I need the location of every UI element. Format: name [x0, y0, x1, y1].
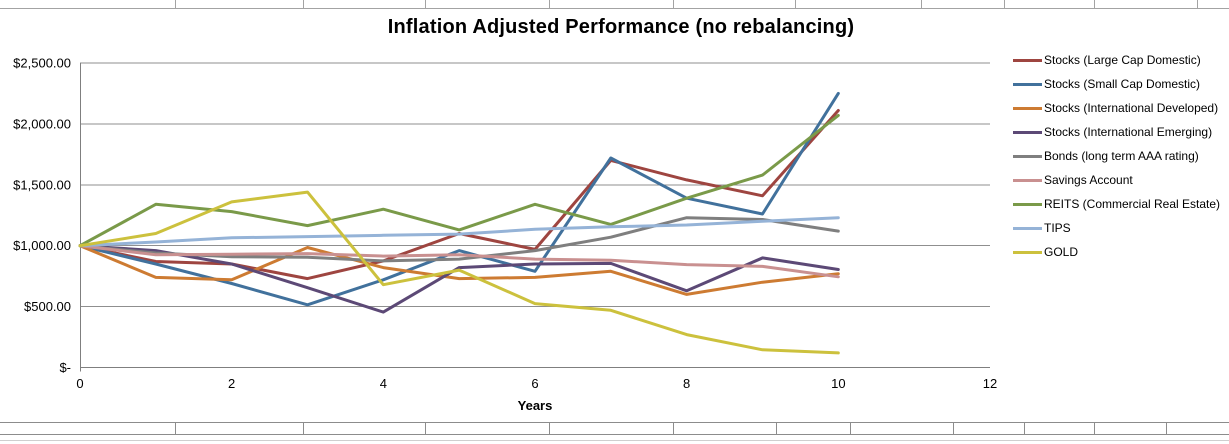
legend-swatch-savings-account — [1013, 178, 1042, 182]
y-axis-tick-label: $2,000.00 — [13, 116, 71, 131]
legend-label: TIPS — [1044, 221, 1071, 235]
legend-swatch-reits-commercial-real-estate — [1013, 202, 1042, 206]
x-axis-title[interactable]: Years — [517, 398, 553, 413]
chart-title[interactable]: Inflation Adjusted Performance (no rebal… — [387, 16, 855, 38]
legend-item-tips[interactable]: TIPS — [1013, 216, 1220, 240]
series-line-reits-commercial-real-estate[interactable] — [78, 113, 840, 248]
legend-label: Stocks (International Emerging) — [1044, 125, 1213, 139]
legend-swatch-gold — [1013, 250, 1042, 254]
legend-item-stocks-international-developed[interactable]: Stocks (International Developed) — [1013, 96, 1220, 120]
legend-label: Savings Account — [1044, 173, 1133, 187]
legend-swatch-stocks-international-developed — [1013, 106, 1042, 110]
legend-label: Stocks (Small Cap Domestic) — [1044, 77, 1201, 91]
legend-label: Stocks (International Developed) — [1044, 101, 1219, 115]
legend-item-reits-commercial-real-estate[interactable]: REITS (Commercial Real Estate) — [1013, 192, 1220, 216]
legend-label: Stocks (Large Cap Domestic) — [1044, 53, 1201, 67]
legend-swatch-bonds-long-term-aaa — [1013, 154, 1042, 158]
series-line-stocks-international-developed[interactable] — [78, 244, 840, 296]
x-axis-tick-label: 0 — [76, 376, 83, 391]
legend-item-savings-account[interactable]: Savings Account — [1013, 168, 1220, 192]
legend-item-gold[interactable]: GOLD — [1013, 240, 1220, 264]
y-axis-tick-label: $2,500.00 — [13, 56, 71, 71]
legend-swatch-stocks-international-emerging — [1013, 130, 1042, 134]
y-axis-tick-label: $- — [59, 360, 71, 375]
y-axis-tick-label: $500.00 — [24, 299, 71, 314]
x-axis-tick-label: 6 — [531, 376, 538, 391]
legend-item-bonds-long-term-aaa[interactable]: Bonds (long term AAA rating) — [1013, 144, 1220, 168]
series-line-tips[interactable] — [78, 216, 840, 248]
x-axis-tick-label: 12 — [983, 376, 997, 391]
legend-label: GOLD — [1044, 245, 1079, 259]
series-line-gold[interactable] — [78, 190, 840, 355]
legend-label: REITS (Commercial Real Estate) — [1044, 197, 1221, 211]
legend-item-stocks-large-cap-domestic[interactable]: Stocks (Large Cap Domestic) — [1013, 48, 1220, 72]
series-line-savings-account[interactable] — [78, 244, 840, 279]
legend-item-stocks-international-emerging[interactable]: Stocks (International Emerging) — [1013, 120, 1220, 144]
series-line-stocks-small-cap-domestic[interactable] — [78, 91, 840, 307]
legend-item-stocks-small-cap-domestic[interactable]: Stocks (Small Cap Domestic) — [1013, 72, 1220, 96]
x-axis-tick-label: 2 — [228, 376, 235, 391]
legend-label: Bonds (long term AAA rating) — [1044, 149, 1199, 163]
x-axis-tick-label: 10 — [831, 376, 845, 391]
legend-swatch-stocks-large-cap-domestic — [1013, 58, 1042, 62]
y-axis-tick-label: $1,000.00 — [13, 238, 71, 253]
y-axis-tick-label: $1,500.00 — [13, 177, 71, 192]
legend-swatch-stocks-small-cap-domestic — [1013, 82, 1042, 86]
chart-legend: Stocks (Large Cap Domestic) Stocks (Small… — [1013, 48, 1220, 264]
series-line-stocks-international-emerging[interactable] — [78, 244, 840, 314]
x-axis-tick-label: 4 — [380, 376, 387, 391]
legend-swatch-tips — [1013, 226, 1042, 230]
x-axis-tick-label: 8 — [683, 376, 690, 391]
